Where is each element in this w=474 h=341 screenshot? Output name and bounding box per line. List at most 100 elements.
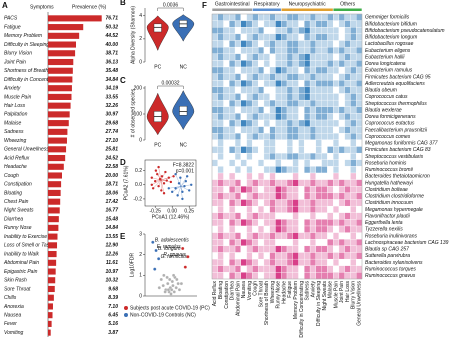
value-label: 40.00 [104, 42, 118, 48]
cell [240, 192, 247, 200]
cell [263, 40, 270, 48]
cell [333, 179, 340, 187]
cell [246, 159, 253, 167]
cell [229, 40, 236, 48]
cell [223, 272, 230, 280]
bar [48, 233, 58, 240]
value-label: 13.55 [105, 234, 118, 240]
cell [356, 252, 363, 260]
cell [350, 73, 357, 81]
cell [281, 265, 288, 273]
cell [304, 80, 311, 88]
cell [234, 186, 241, 194]
category-label: Diarrhea [4, 216, 23, 222]
cell [223, 152, 230, 160]
cell [258, 53, 265, 61]
cell [304, 46, 311, 54]
cell [309, 119, 316, 127]
cell [356, 126, 363, 134]
panel-label: C [120, 76, 126, 85]
cell [321, 33, 328, 41]
cell [304, 186, 311, 194]
cell [269, 212, 276, 220]
cell [269, 40, 276, 48]
cell [263, 106, 270, 114]
cell [269, 133, 276, 141]
cell [246, 179, 253, 187]
cell [223, 27, 230, 35]
column-label: Bloating [218, 281, 224, 299]
cell [350, 252, 357, 260]
cell [240, 126, 247, 134]
category-label: General Unwellness [4, 147, 49, 153]
cell [234, 272, 241, 280]
cell [321, 113, 328, 121]
bar [48, 294, 54, 301]
annotation: p=0.001 [176, 168, 194, 174]
cell [281, 66, 288, 74]
cell [327, 179, 334, 187]
category-label: Wheezing [4, 138, 26, 144]
group-bar [252, 8, 281, 11]
cell [229, 272, 236, 280]
cell [246, 152, 253, 160]
column-label: Memory Problem [293, 281, 299, 319]
cell [246, 265, 253, 273]
bar [48, 128, 68, 135]
column-label: Night Sweats [322, 281, 328, 311]
value-label: 10.32 [105, 278, 118, 284]
cell [338, 60, 345, 68]
cell [333, 225, 340, 233]
cell [229, 53, 236, 61]
cell [217, 146, 224, 154]
cell [321, 46, 328, 54]
cell [217, 232, 224, 240]
cell [211, 152, 218, 160]
column-label: Runny Nose [276, 281, 282, 309]
cell [327, 212, 334, 220]
cell [356, 40, 363, 48]
cell [223, 186, 230, 194]
cell [234, 232, 241, 240]
cell [315, 46, 322, 54]
cell [252, 166, 259, 174]
point [156, 172, 159, 176]
category-label: Malaise [4, 120, 21, 126]
cell [344, 93, 351, 101]
y-tick-label: 2 [139, 36, 142, 42]
y-tick-label: 4 [139, 13, 142, 19]
cell [292, 93, 299, 101]
cell [298, 272, 305, 280]
cell [292, 60, 299, 68]
cell [321, 99, 328, 107]
cell [223, 93, 230, 101]
cell [234, 93, 241, 101]
row-label: Megamonas funiformis CAG 377 [365, 141, 438, 147]
point [185, 175, 189, 178]
row-label: Dorea formicigenerans [365, 114, 416, 120]
group-label: Neuropsychiatric [289, 1, 327, 7]
point [163, 290, 167, 294]
cell [298, 20, 305, 28]
cell [333, 258, 340, 266]
cell [269, 172, 276, 180]
value-label: 35.48 [105, 68, 118, 74]
row-label: Clostridium bolteae [365, 187, 408, 193]
cell [298, 179, 305, 187]
cell [304, 20, 311, 28]
bar [48, 146, 67, 153]
cell [229, 146, 236, 154]
y-axis-title: # of observed species [130, 88, 136, 137]
cell [338, 20, 345, 28]
cell [344, 212, 351, 220]
cell [338, 239, 345, 247]
cell [217, 46, 224, 54]
cell [258, 212, 265, 220]
cell [258, 73, 265, 81]
cell [292, 219, 299, 227]
cell [252, 239, 259, 247]
column-label: Nausea [241, 281, 247, 298]
cell [223, 119, 230, 127]
cell [327, 60, 334, 68]
point [176, 282, 180, 286]
